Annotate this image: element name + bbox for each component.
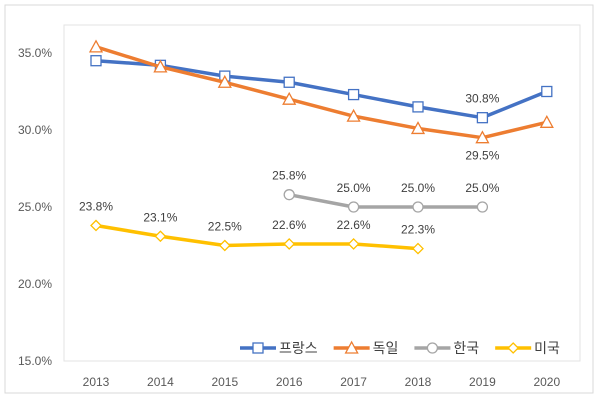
data-point xyxy=(90,219,102,232)
y-tick-label: 20.0% xyxy=(18,277,52,291)
data-label: 22.3% xyxy=(401,223,435,237)
data-label: 23.8% xyxy=(79,199,113,213)
series-2 xyxy=(88,39,554,144)
series-line xyxy=(95,58,548,120)
y-tick-label: 25.0% xyxy=(18,200,52,214)
x-tick-label: 2014 xyxy=(147,375,174,389)
data-point xyxy=(90,55,102,67)
data-point xyxy=(282,91,297,105)
data-point xyxy=(410,121,426,135)
series-line xyxy=(95,45,548,140)
data-label: 25.0% xyxy=(401,181,435,195)
data-point xyxy=(153,59,168,73)
x-tick-label: 2016 xyxy=(276,375,303,389)
series-3 xyxy=(283,189,489,213)
data-labels: 30.8% 29.5% 25.8% 25.0% 25.0% 25.0% 23.8% 23.1%… xyxy=(79,92,500,237)
data-label: 23.1% xyxy=(143,210,177,224)
data-point xyxy=(475,130,490,144)
data-label: 29.5% xyxy=(465,149,499,163)
data-point xyxy=(476,201,489,213)
legend-marker xyxy=(344,340,359,354)
data-point xyxy=(412,242,424,255)
data-point xyxy=(346,108,361,122)
plot-area xyxy=(63,24,581,362)
series-group xyxy=(88,39,554,255)
data-point xyxy=(217,74,232,88)
legend-marker xyxy=(252,342,264,354)
legend-item: 미국 xyxy=(495,340,560,356)
y-tick-label: 15.0% xyxy=(18,354,52,368)
data-label: 25.0% xyxy=(465,181,499,195)
x-tick-label: 2018 xyxy=(405,375,432,389)
data-label: 25.0% xyxy=(337,181,371,195)
y-tick-label: 35.0% xyxy=(18,46,52,60)
series-line xyxy=(95,223,419,251)
legend-item: 프랑스 xyxy=(240,340,318,356)
y-tick-label: 30.0% xyxy=(18,123,52,137)
data-label: 22.5% xyxy=(208,220,242,234)
chart-frame xyxy=(4,4,594,394)
x-tick-label: 2020 xyxy=(533,375,560,389)
data-label: 22.6% xyxy=(272,218,306,232)
legend-marker xyxy=(507,342,520,354)
data-point xyxy=(88,39,104,53)
x-axis: 2013 2014 2015 2016 2017 2018 2019 2020 xyxy=(83,375,561,389)
data-point xyxy=(283,189,295,201)
legend: 프랑스 독일 한국 미국 xyxy=(240,340,560,356)
data-point xyxy=(476,112,489,124)
x-tick-label: 2017 xyxy=(340,375,367,389)
data-label: 25.8% xyxy=(272,169,306,183)
legend-marker xyxy=(426,342,439,354)
series-line xyxy=(288,192,483,209)
data-point xyxy=(283,238,296,250)
data-label: 22.6% xyxy=(337,218,371,232)
legend-label: 미국 xyxy=(534,340,560,356)
x-tick-label: 2015 xyxy=(211,375,238,389)
legend-label: 한국 xyxy=(453,340,479,356)
legend-label: 프랑스 xyxy=(279,340,318,356)
data-point xyxy=(283,76,295,88)
x-tick-label: 2013 xyxy=(83,375,110,389)
data-point xyxy=(539,114,554,128)
data-point xyxy=(541,85,553,98)
data-point xyxy=(154,230,167,243)
legend-item: 독일 xyxy=(333,340,399,356)
data-label: 30.8% xyxy=(465,92,499,106)
data-point xyxy=(347,88,360,101)
legend-item: 한국 xyxy=(414,340,479,356)
series-4 xyxy=(90,219,424,255)
y-axis: 15.0% 20.0% 25.0% 30.0% 35.0% xyxy=(18,46,52,368)
legend-label: 독일 xyxy=(373,340,399,356)
data-point xyxy=(347,238,360,250)
data-point xyxy=(412,201,424,213)
x-tick-label: 2019 xyxy=(469,375,496,389)
data-point xyxy=(347,201,360,213)
data-point xyxy=(218,239,231,252)
data-point xyxy=(412,101,424,113)
